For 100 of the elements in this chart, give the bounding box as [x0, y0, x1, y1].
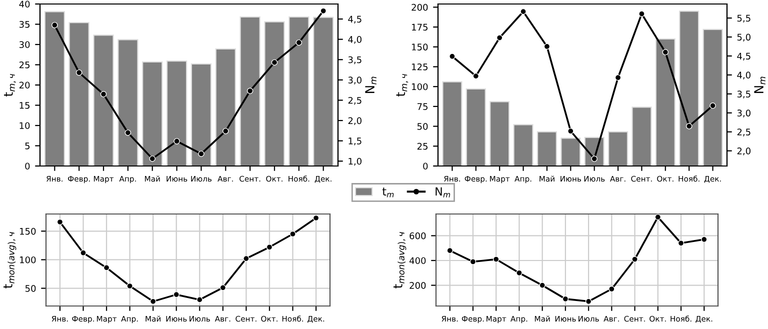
point — [103, 264, 110, 271]
bar — [560, 138, 581, 166]
bar — [215, 48, 236, 166]
bar — [442, 81, 462, 166]
bar — [466, 88, 486, 166]
bar — [240, 16, 260, 166]
y-tick-label: 100 — [20, 256, 36, 264]
point — [701, 236, 708, 243]
y2-tick-label: 2,0 — [737, 148, 750, 156]
bar — [44, 11, 65, 166]
point — [544, 43, 550, 50]
point — [539, 282, 546, 288]
y2-tick-label: 4,0 — [737, 72, 750, 80]
point — [686, 123, 692, 130]
point — [124, 130, 132, 136]
point — [290, 230, 296, 238]
point — [654, 214, 662, 220]
point — [585, 298, 592, 305]
point — [243, 255, 250, 262]
y-tick-label: 50 — [417, 123, 428, 130]
y-tick-label: 150 — [20, 228, 36, 235]
y-tick-label: 20 — [19, 82, 30, 89]
y-tick-label: 75 — [418, 103, 428, 110]
y2-tick-label: 2,5 — [348, 96, 362, 105]
y2-axis-title: N$_{m}$ — [365, 76, 376, 93]
bar — [490, 101, 510, 166]
bar — [288, 16, 310, 166]
y2-tick-label: 3,5 — [737, 90, 750, 98]
point — [446, 247, 453, 254]
y-tick-label: 40 — [19, 0, 30, 8]
point — [150, 298, 156, 305]
y2-tick-label: 3,0 — [737, 110, 750, 118]
point — [173, 291, 180, 298]
y2-tick-label: 1,5 — [348, 138, 362, 146]
y-tick-label: 175 — [412, 24, 428, 31]
point — [710, 102, 716, 109]
y-tick-label: 35 — [19, 20, 30, 28]
point — [196, 296, 203, 303]
y-axis-title: t$_{mon(avg),ч}$ — [394, 232, 406, 288]
bar — [608, 131, 628, 166]
y-tick-label: 15 — [20, 102, 30, 109]
bar — [93, 34, 114, 166]
y2-tick-label: 3,5 — [348, 56, 362, 64]
y-tick-label: 5 — [25, 142, 30, 150]
y2-tick-label: 1,0 — [348, 158, 362, 166]
y2-tick-label: 4,5 — [737, 52, 750, 60]
point — [174, 138, 180, 144]
point — [126, 282, 133, 290]
point — [638, 10, 645, 17]
legend-label: N$_{m}$ — [436, 187, 450, 198]
point — [591, 156, 598, 162]
y-tick-label: 0 — [423, 162, 428, 170]
y2-tick-label: 4,5 — [348, 16, 362, 24]
point — [449, 53, 456, 60]
bar — [264, 21, 285, 166]
y-tick-label: 10 — [20, 122, 30, 130]
y2-axis-title: N$_{m}$ — [754, 76, 766, 93]
y2-tick-label: 2,0 — [348, 117, 362, 126]
bar — [513, 124, 534, 166]
point — [568, 128, 574, 134]
point — [56, 218, 64, 226]
point — [678, 240, 684, 246]
point — [516, 270, 522, 276]
bar — [68, 22, 90, 166]
point — [472, 72, 480, 80]
y-tick-label: 600 — [410, 232, 426, 240]
point — [52, 22, 58, 28]
bar — [313, 16, 334, 166]
y-tick-label: 50 — [25, 285, 36, 292]
y-tick-label: 25 — [19, 61, 30, 68]
bar — [536, 131, 557, 166]
point — [266, 244, 273, 250]
y2-tick-label: 5,5 — [737, 14, 750, 23]
y2-tick-label: 2,5 — [737, 128, 750, 136]
point — [496, 34, 503, 41]
bar — [190, 63, 212, 166]
point — [149, 156, 156, 162]
point — [608, 286, 615, 292]
bar — [118, 39, 138, 166]
point — [312, 214, 320, 222]
point — [562, 296, 569, 302]
point — [76, 69, 82, 76]
point — [100, 91, 107, 98]
point — [614, 74, 622, 81]
y-axis-title: t$_{m,ч}$ — [4, 74, 16, 96]
point — [470, 258, 476, 265]
y-axis-title: t$_{mon(avg),ч}$ — [4, 232, 16, 288]
y-tick-label: 100 — [412, 83, 428, 90]
y2-tick-label: 3,0 — [348, 76, 362, 84]
bar — [166, 60, 188, 166]
bar — [655, 38, 676, 166]
y2-tick-label: 5,0 — [737, 34, 750, 42]
y-tick-label: 200 — [412, 4, 428, 11]
bar — [702, 28, 723, 166]
y-tick-label: 25 — [417, 142, 428, 150]
bar — [632, 106, 652, 166]
y-tick-label: 125 — [412, 63, 428, 70]
point — [246, 88, 254, 94]
bar — [679, 10, 700, 166]
legend-label: t$_{m}$ — [382, 188, 394, 198]
